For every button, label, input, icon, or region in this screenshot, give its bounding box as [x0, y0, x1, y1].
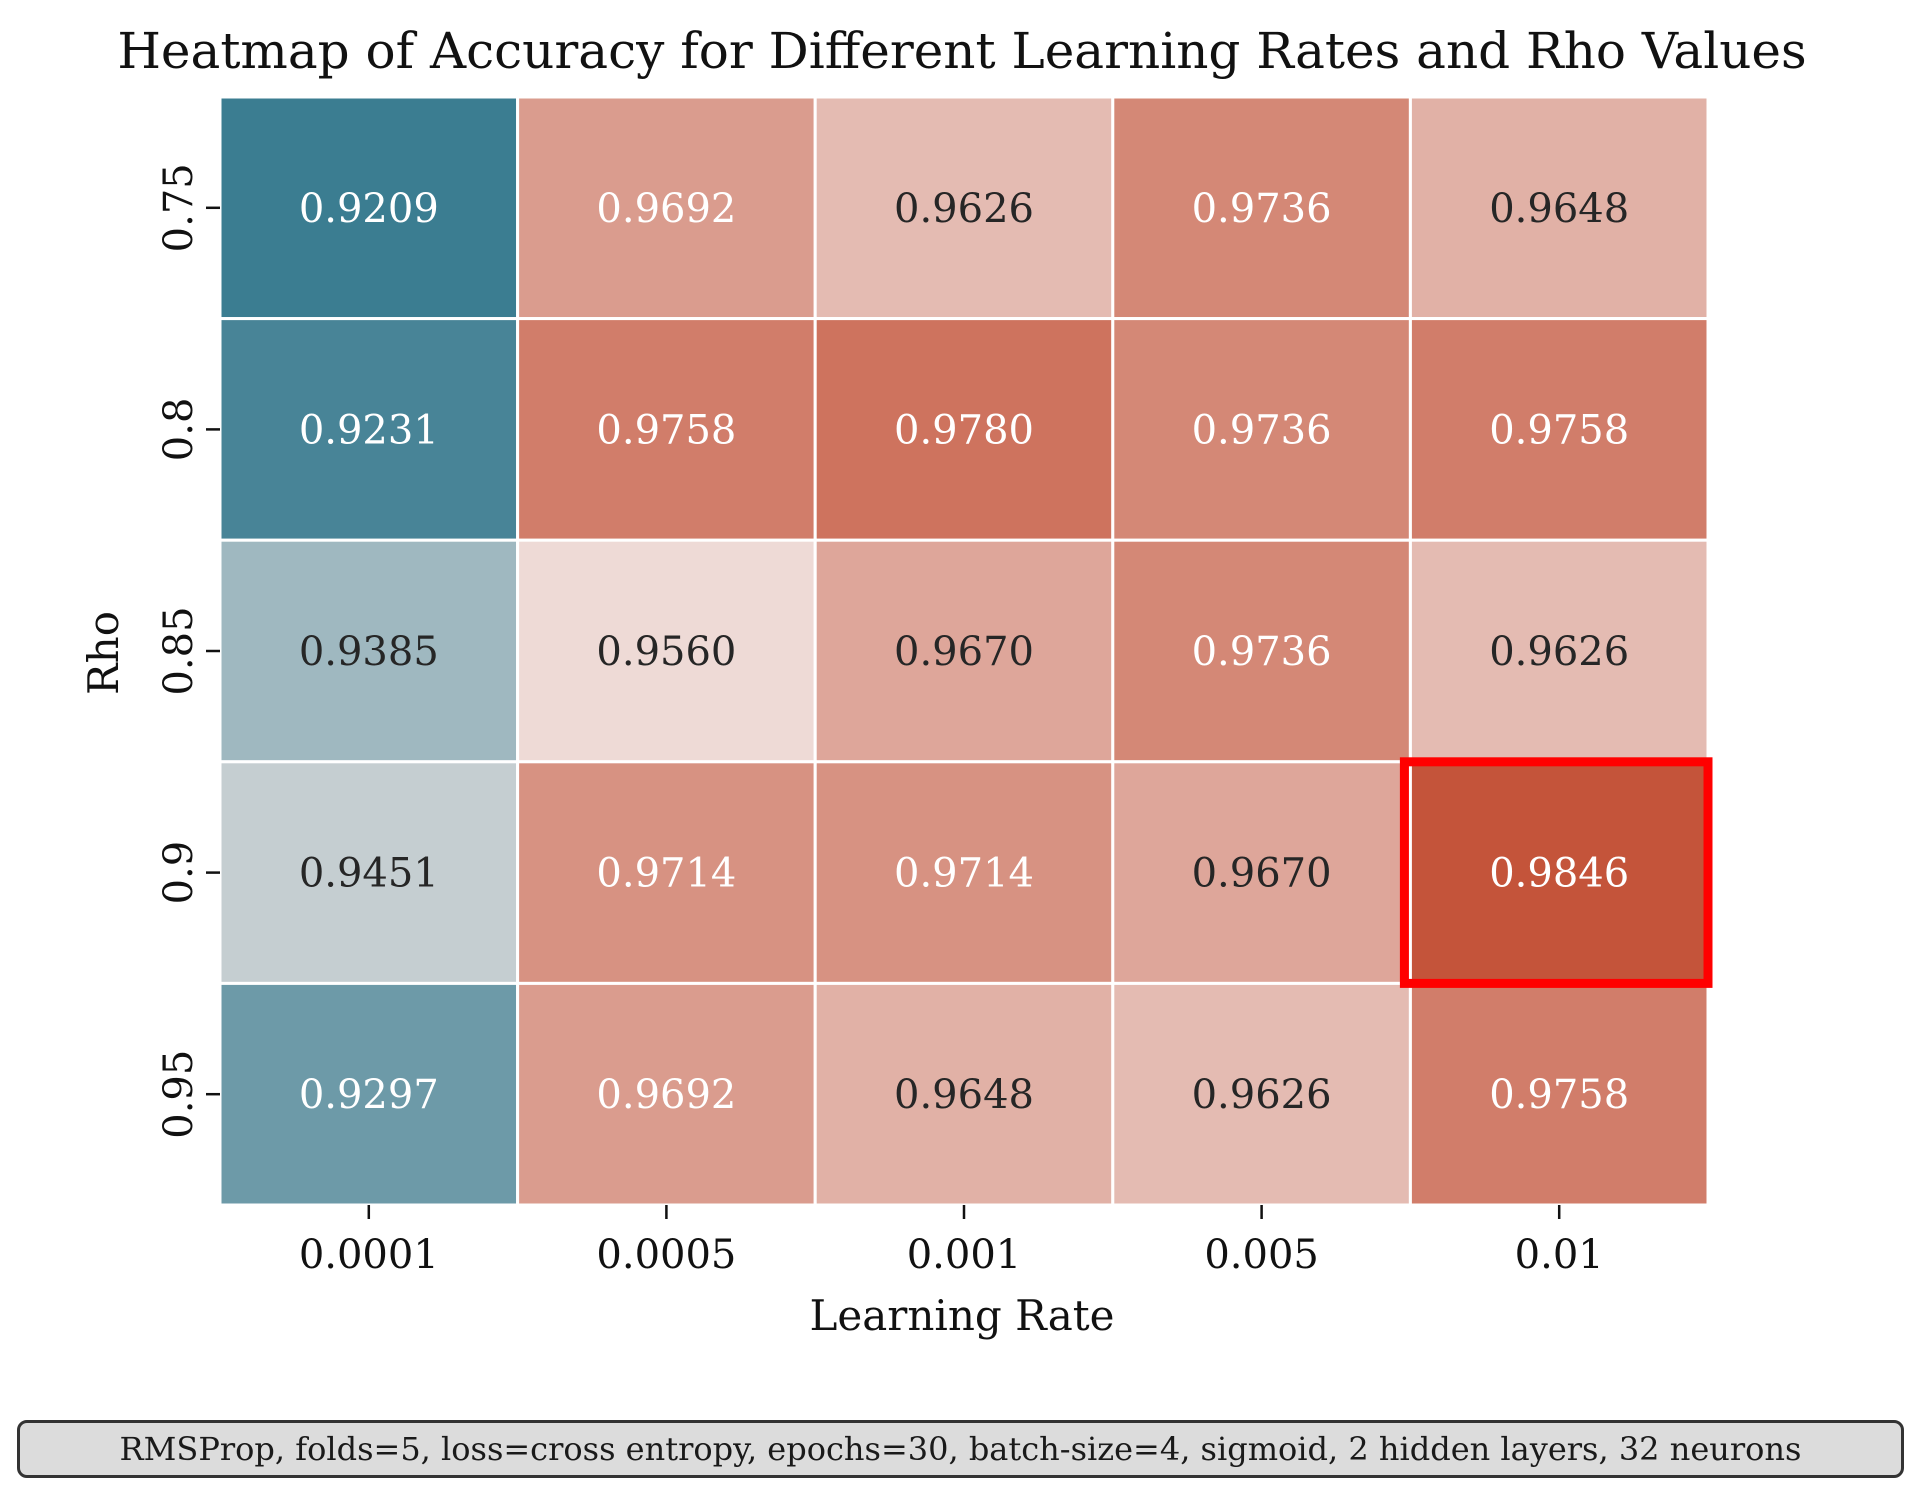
cell-value-label-r4-c1: 0.9692	[596, 1072, 736, 1118]
heatmap-cell-r2-c4	[1408, 538, 1710, 764]
heatmap-cell-r0-c2	[813, 95, 1115, 321]
cell-value-label-r1-c0: 0.9231	[299, 407, 439, 453]
x-tick-label-2: 0.001	[907, 1232, 1022, 1278]
y-axis-label: Rho	[79, 611, 128, 695]
heatmap-cell-r4-c2	[813, 981, 1115, 1207]
heatmap-cell-r4-c0	[218, 981, 520, 1207]
cell-value-label-r2-c1: 0.9560	[596, 629, 736, 675]
heatmap-cell-r1-c0	[218, 317, 520, 542]
y-axis-ticks: 0.75 0.8 0.85 0.9 0.95	[156, 163, 220, 1139]
heatmap-cell-r3-c1	[516, 760, 817, 985]
cell-value-label-r4-c4: 0.9758	[1489, 1072, 1629, 1118]
heatmap-cell-r2-c2	[813, 538, 1115, 764]
cell-value-label-r0-c1: 0.9692	[596, 186, 736, 232]
heatmap-cell-r3-c3	[1111, 760, 1412, 985]
x-tick-label-1: 0.0005	[596, 1232, 736, 1278]
cell-value-label-r3-c0: 0.9451	[299, 851, 439, 897]
parameters-footnote: RMSProp, folds=5, loss=cross entropy, ep…	[17, 1420, 1904, 1478]
best-cell-highlight	[1399, 757, 1713, 988]
cell-value-label-r4-c0: 0.9297	[299, 1072, 439, 1118]
cell-value-label-r3-c2: 0.9714	[894, 851, 1034, 897]
cell-value-label-r0-c2: 0.9626	[894, 186, 1034, 232]
heatmap-cell-r0-c3	[1111, 95, 1412, 321]
heatmap-cell-r0-c1	[516, 95, 817, 321]
x-tick-label-0: 0.0001	[299, 1232, 439, 1278]
heatmap-cell-r2-c3	[1111, 538, 1412, 764]
cell-value-label-r2-c2: 0.9670	[894, 629, 1034, 675]
y-tick-label-0: 0.75	[156, 163, 202, 252]
heatmap-cell-r1-c2	[813, 317, 1115, 542]
cell-value-label-r2-c3: 0.9736	[1192, 629, 1332, 675]
cell-value-label-r0-c3: 0.9736	[1192, 186, 1332, 232]
heatmap-cell-r3-c4	[1408, 760, 1710, 985]
heatmap-cell-r0-c4	[1408, 95, 1710, 321]
heatmap-cell-r1-c4	[1408, 317, 1710, 542]
x-axis-ticks: 0.0001 0.0005 0.001 0.005 0.01	[299, 1205, 1604, 1278]
y-tick-label-2: 0.85	[156, 606, 202, 695]
cell-value-label-r3-c3: 0.9670	[1192, 851, 1332, 897]
cell-value-label-r1-c1: 0.9758	[596, 407, 736, 453]
highlight-layer	[1399, 757, 1713, 988]
chart-title: Heatmap of Accuracy for Different Learni…	[117, 22, 1806, 80]
y-tick-label-4: 0.95	[156, 1050, 202, 1139]
cell-value-label-r4-c2: 0.9648	[894, 1072, 1034, 1118]
heatmap-cell-r4-c1	[516, 981, 817, 1207]
y-tick-label-1: 0.8	[156, 398, 202, 462]
cell-value-label-r0-c4: 0.9648	[1489, 186, 1629, 232]
heatmap-cells: 0.9209 0.9692 0.9626 0.9736 0.9648 0.9231 0.97…	[218, 95, 1710, 1207]
cell-value-label-r2-c4: 0.9626	[1489, 629, 1629, 675]
cell-value-label-r0-c0: 0.9209	[299, 186, 439, 232]
cell-value-label-r1-c4: 0.9758	[1489, 407, 1629, 453]
cell-value-label-r1-c2: 0.9780	[894, 407, 1034, 453]
cell-value-label-r2-c0: 0.9385	[299, 629, 439, 675]
x-tick-label-3: 0.005	[1204, 1232, 1319, 1278]
heatmap-cell-r2-c1	[516, 538, 817, 764]
cell-value-label-r3-c1: 0.9714	[596, 851, 736, 897]
y-tick-label-3: 0.9	[156, 841, 202, 905]
heatmap-cell-r3-c2	[813, 760, 1115, 985]
heatmap-cell-r4-c4	[1408, 981, 1710, 1207]
x-tick-label-4: 0.01	[1515, 1232, 1604, 1278]
x-axis-label: Learning Rate	[810, 1291, 1115, 1340]
cell-value-label-r4-c3: 0.9626	[1192, 1072, 1332, 1118]
cell-value-label-r3-c4: 0.9846	[1489, 851, 1629, 897]
heatmap-cell-r0-c0	[218, 95, 520, 321]
cell-value-label-r1-c3: 0.9736	[1192, 407, 1332, 453]
